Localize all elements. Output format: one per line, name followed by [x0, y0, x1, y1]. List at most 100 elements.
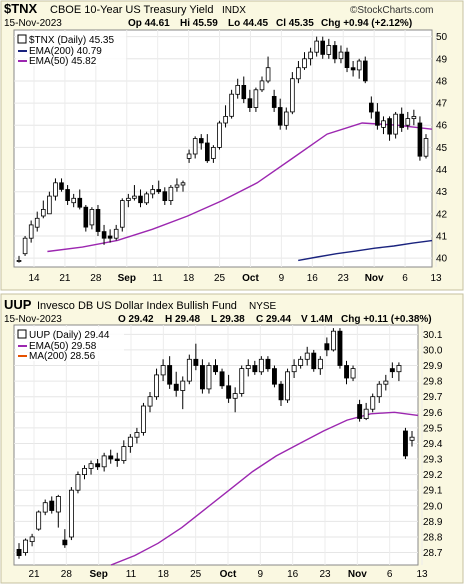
candle-body [49, 500, 55, 511]
candle-body [82, 467, 87, 475]
y-tick-label: 29.4 [423, 439, 443, 450]
uup-change: Chg +0.11 (+0.38%) [341, 314, 432, 325]
uup-name: Invesco DB US Dollar Index Bullish Fund [37, 300, 237, 312]
y-tick-label: 28.8 [423, 532, 443, 543]
candle-body [186, 153, 192, 159]
candle-body [174, 184, 180, 188]
plot-area-tnx [13, 29, 433, 268]
candle-body [344, 365, 349, 379]
x-tick-label: 6 [387, 569, 393, 580]
uup-legend: UUP (Daily) 29.44 EMA(50) 29.58 MA(200) … [16, 327, 124, 362]
candle-body [399, 113, 404, 128]
y-tick-label: 30.1 [423, 330, 443, 341]
candle-body [167, 365, 173, 385]
x-tick-label: Oct [220, 569, 237, 580]
tnx-change: Chg +0.94 (+2.12%) [321, 18, 412, 29]
candle-body [285, 371, 290, 401]
candle-body [409, 436, 415, 441]
uup-gridlines [14, 325, 423, 565]
y-tick-label: 29.8 [423, 377, 443, 388]
y-tick-label: 29.5 [423, 423, 443, 434]
candle-body [88, 463, 94, 469]
candle-body [28, 224, 34, 239]
candle-body [23, 539, 28, 553]
uup-legend-swatch-price [17, 329, 27, 339]
y-tick-label: 48 [436, 76, 448, 87]
candle-body [258, 358, 264, 373]
x-tick-label: 25 [214, 273, 226, 284]
x-tick-label: 18 [183, 273, 195, 284]
candle-body [311, 352, 317, 370]
uup-open: O 29.42 [118, 314, 154, 325]
y-tick-label: 29.7 [423, 392, 443, 403]
candle-body [332, 45, 338, 60]
candle-body [22, 237, 28, 255]
tnx-candles [16, 36, 429, 263]
candle-body [168, 186, 174, 202]
tnx-y-axis: 40 41 42 43 44 45 46 47 48 49 50 [436, 32, 448, 264]
x-tick-label: Nov [365, 273, 384, 284]
candle-body [259, 80, 265, 91]
candle-body [271, 368, 277, 385]
tnx-symbol: $TNX [4, 1, 38, 16]
candle-body [356, 60, 362, 71]
candle-body [324, 343, 330, 351]
candle-body [363, 408, 369, 420]
candle-body [344, 51, 350, 68]
candle-body [296, 67, 301, 80]
tnx-legend-bg [16, 32, 126, 66]
x-tick-label: 28 [90, 273, 102, 284]
tnx-legend-price: $TNX (Daily) 45.35 [29, 35, 114, 46]
uup-legend-bg [16, 327, 124, 361]
tnx-legend-ema200: EMA(200) 40.79 [29, 46, 102, 57]
candle-body [83, 206, 89, 228]
candle-body [59, 182, 64, 190]
y-tick-label: 45 [436, 143, 448, 154]
y-tick-label: 47 [436, 99, 448, 110]
candle-body [193, 358, 199, 366]
x-tick-label: 18 [158, 569, 170, 580]
candle-body [173, 383, 179, 391]
candle-body [206, 365, 212, 390]
candle-body [362, 60, 368, 82]
candle-body [402, 430, 408, 457]
y-tick-label: 29.1 [423, 486, 443, 497]
candle-body [113, 228, 119, 239]
candle-body [417, 122, 423, 157]
x-tick-label: 14 [28, 273, 40, 284]
y-tick-label: 40 [436, 254, 448, 265]
tnx-exchange: INDX [222, 5, 246, 16]
candle-body [211, 146, 216, 159]
candle-body [107, 235, 113, 239]
x-tick-label: 23 [319, 569, 331, 580]
x-tick-label: 6 [402, 273, 408, 284]
candle-body [89, 208, 95, 226]
candle-body [16, 549, 22, 557]
ema50-line [47, 122, 433, 253]
candle-body [69, 489, 74, 538]
candle-body [265, 67, 271, 82]
tnx-legend-swatch-price [17, 34, 27, 44]
y-tick-label: 29.2 [423, 470, 443, 481]
candle-body [138, 195, 143, 204]
candle-body [314, 40, 319, 53]
candle-body [134, 432, 140, 438]
candle-body [71, 197, 77, 204]
x-tick-label: 21 [59, 273, 71, 284]
y-tick-label: 28.9 [423, 517, 443, 528]
candle-body [239, 368, 245, 394]
x-tick-label: Oct [242, 273, 259, 284]
tnx-date: 15-Nov-2023 [4, 18, 62, 29]
candle-body [411, 116, 417, 120]
candle-body [381, 120, 386, 128]
candle-body [252, 365, 258, 373]
y-tick-label: 43 [436, 187, 448, 198]
tnx-close: Cl 45.35 [276, 18, 314, 29]
uup-symbol: UUP [4, 297, 32, 312]
candle-body [140, 405, 146, 433]
candle-body [144, 193, 149, 204]
candle-body [217, 122, 222, 148]
y-tick-label: 49 [436, 54, 448, 65]
x-tick-label: 28 [61, 569, 73, 580]
